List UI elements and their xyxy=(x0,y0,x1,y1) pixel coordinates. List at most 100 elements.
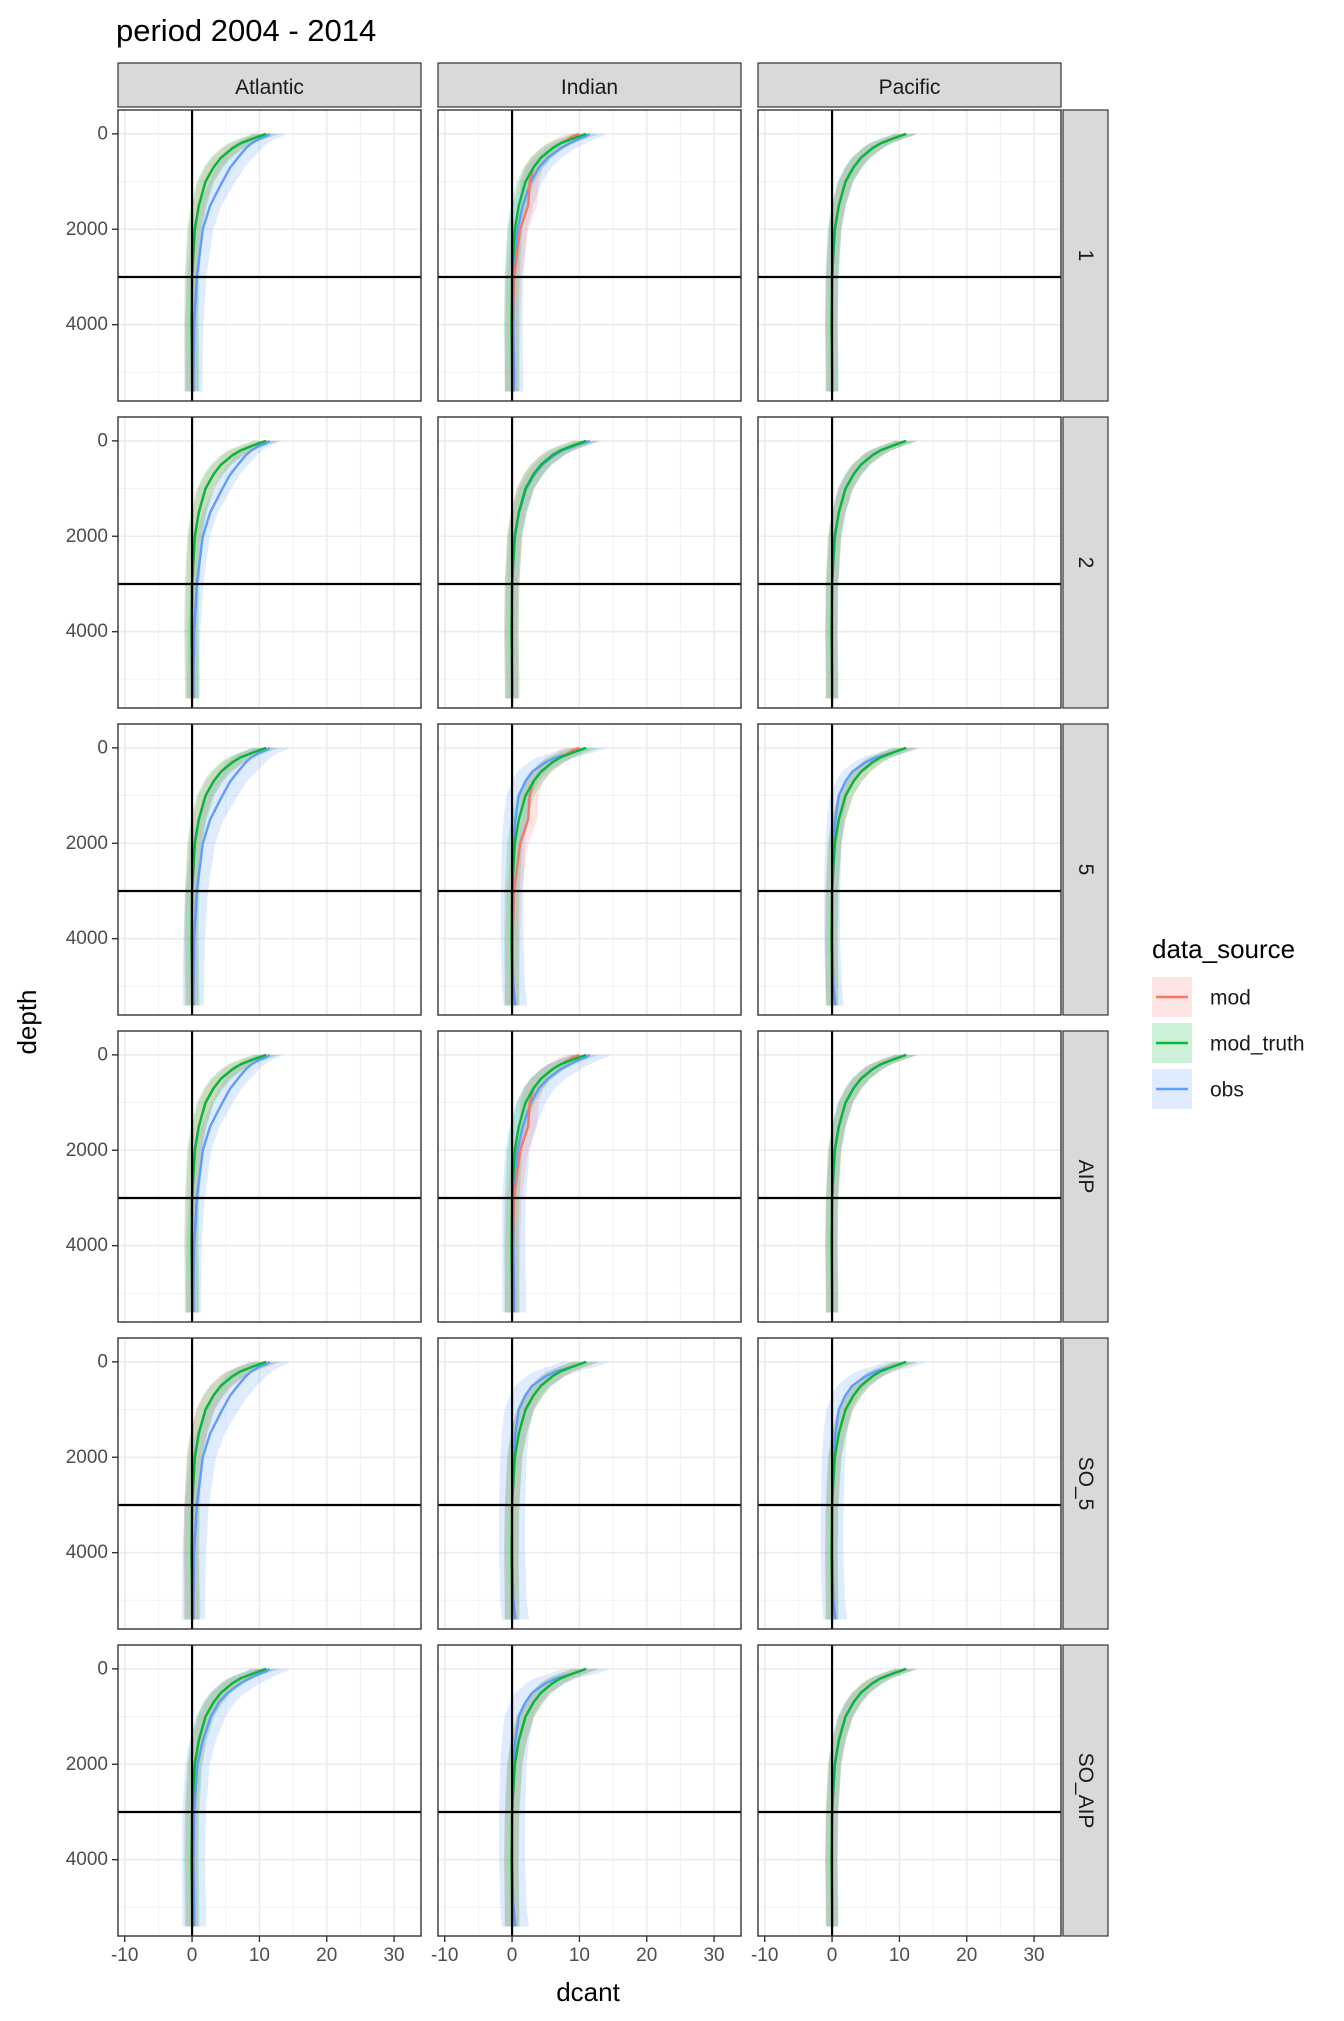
ribbon-obs xyxy=(499,1361,610,1620)
row-strip-so_aip xyxy=(1062,1644,1109,1937)
x-tick-label: 30 xyxy=(383,1945,404,1966)
column-strip-label-pacific: Pacific xyxy=(879,76,941,99)
y-tick-label: 4000 xyxy=(66,1235,108,1256)
panel-pacific-5 xyxy=(757,723,1062,1016)
panel-background xyxy=(758,1338,1061,1629)
panel-background xyxy=(438,1338,741,1629)
x-axis-title: dcant xyxy=(556,1977,620,2007)
legend-title: data_source xyxy=(1152,934,1295,964)
panel-border xyxy=(437,1337,742,1630)
y-tick-label: 0 xyxy=(97,430,108,451)
panel-background xyxy=(118,1338,421,1629)
panel-indian-2 xyxy=(437,416,742,709)
y-tick-label: 0 xyxy=(97,123,108,144)
y-tick-label: 4000 xyxy=(66,314,108,335)
ribbon-mod xyxy=(504,1668,600,1927)
ribbon-mod-truth xyxy=(184,440,280,699)
panel-background xyxy=(118,417,421,708)
panel-background xyxy=(758,110,1061,401)
panel-indian-aip xyxy=(437,1030,742,1323)
panel-background xyxy=(118,1645,421,1936)
panel-indian-5 xyxy=(437,723,742,1016)
ribbon-mod-truth xyxy=(504,1668,600,1927)
panel-border xyxy=(117,1337,422,1630)
panel-pacific-so_5 xyxy=(757,1337,1062,1630)
panel-border xyxy=(757,1644,1062,1937)
ribbon-obs xyxy=(820,1361,927,1620)
row-strip-label-so_aip: SO_AIP xyxy=(1074,1753,1097,1829)
ribbon-mod-truth xyxy=(825,133,918,392)
row-strip-2 xyxy=(1062,416,1109,709)
panel-border xyxy=(437,109,742,402)
panel-atlantic-so_5 xyxy=(117,1337,422,1630)
ribbon-mod xyxy=(504,1361,600,1620)
ribbon-mod xyxy=(825,1361,918,1620)
panel-background xyxy=(438,724,741,1015)
ribbon-mod-truth xyxy=(184,747,280,1006)
column-strip-label-atlantic: Atlantic xyxy=(235,76,304,99)
x-tick-label: -10 xyxy=(111,1945,138,1966)
panel-background xyxy=(118,110,421,401)
row-strip-label-1: 1 xyxy=(1074,250,1097,262)
x-tick-label: 10 xyxy=(249,1945,270,1966)
x-tick-label: 0 xyxy=(187,1945,198,1966)
panel-background xyxy=(438,417,741,708)
column-strip-label-indian: Indian xyxy=(561,76,618,99)
x-tick-label: 20 xyxy=(956,1945,977,1966)
y-tick-label: 0 xyxy=(97,737,108,758)
x-tick-label: 30 xyxy=(1023,1945,1044,1966)
panel-border xyxy=(757,416,1062,709)
panel-border xyxy=(437,1030,742,1323)
row-strip-label-2: 2 xyxy=(1074,557,1097,569)
series-line-obs xyxy=(192,1360,271,1620)
ribbon-mod xyxy=(183,1361,281,1620)
x-tick-label: 10 xyxy=(889,1945,910,1966)
panel-pacific-aip xyxy=(757,1030,1062,1323)
row-strip-label-5: 5 xyxy=(1074,864,1097,876)
x-tick-label: 10 xyxy=(569,1945,590,1966)
ribbon-mod-truth xyxy=(825,1668,918,1927)
y-tick-label: 4000 xyxy=(66,1542,108,1563)
y-tick-label: 4000 xyxy=(66,621,108,642)
legend-label-mod-truth: mod_truth xyxy=(1210,1033,1305,1056)
ribbon-obs xyxy=(500,747,607,1006)
panel-data-layer xyxy=(501,1053,611,1313)
x-tick-label: 20 xyxy=(316,1945,337,1966)
column-strip-atlantic xyxy=(117,62,422,108)
ribbon-mod xyxy=(825,747,918,1006)
series-line-obs xyxy=(192,439,271,699)
y-tick-label: 2000 xyxy=(66,1754,108,1775)
ribbon-mod xyxy=(825,133,917,392)
panel-border xyxy=(757,1030,1062,1323)
x-tick-label: -10 xyxy=(751,1945,778,1966)
ribbon-mod xyxy=(825,440,918,699)
panel-background xyxy=(118,1031,421,1322)
row-strip-aip xyxy=(1062,1030,1109,1323)
panel-background xyxy=(118,724,421,1015)
column-strip-pacific xyxy=(757,62,1062,108)
ribbon-obs xyxy=(825,440,917,699)
ribbon-obs xyxy=(499,1668,610,1927)
panel-background xyxy=(758,417,1061,708)
row-strip-label-aip: AIP xyxy=(1074,1160,1097,1194)
y-tick-label: 0 xyxy=(97,1044,108,1065)
y-tick-label: 2000 xyxy=(66,1140,108,1161)
panel-atlantic-so_aip xyxy=(117,1644,422,1937)
chart-title: period 2004 - 2014 xyxy=(116,13,376,48)
panel-atlantic-2 xyxy=(117,416,422,709)
panel-border xyxy=(757,109,1062,402)
x-tick-label: 0 xyxy=(507,1945,518,1966)
ribbon-obs xyxy=(825,133,918,392)
panel-background xyxy=(758,724,1061,1015)
x-tick-label: -10 xyxy=(431,1945,458,1966)
ribbon-obs xyxy=(181,1668,291,1927)
ribbon-mod-truth xyxy=(184,1361,280,1620)
ribbon-mod-truth xyxy=(825,1054,918,1313)
y-tick-label: 4000 xyxy=(66,1849,108,1870)
ribbon-mod-truth xyxy=(825,440,918,699)
ribbon-mod xyxy=(504,133,593,392)
y-tick-label: 2000 xyxy=(66,833,108,854)
